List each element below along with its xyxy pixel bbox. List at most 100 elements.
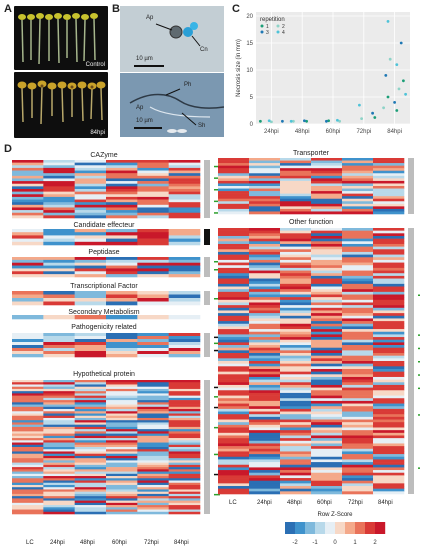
heatmap-cell xyxy=(137,348,169,352)
heatmap-cell xyxy=(137,404,169,408)
heatmap-cell xyxy=(137,400,169,403)
heatmap-cell xyxy=(12,291,44,295)
heatmap-cell xyxy=(43,406,75,410)
heatmap-cell xyxy=(106,291,138,295)
microscopy-top-drawing xyxy=(120,6,224,72)
heatmap-cell xyxy=(12,444,44,448)
heatmap-cell xyxy=(218,326,250,330)
annotation-mark xyxy=(214,177,220,179)
heatmap-cell xyxy=(137,178,169,182)
heatmap-cell xyxy=(218,313,250,317)
heatmap-cell xyxy=(137,199,169,203)
heatmap-cell xyxy=(218,251,250,255)
heatmap-cell xyxy=(12,294,44,299)
heatmap-cell xyxy=(74,458,107,461)
heatmap-cell xyxy=(43,173,75,177)
heatmap-cell xyxy=(106,438,138,441)
heatmap-cell xyxy=(137,186,169,190)
heatmap-cell xyxy=(168,210,201,214)
heatmap-cell xyxy=(137,482,169,486)
heatmap-cell xyxy=(106,259,138,264)
heatmap-cell xyxy=(137,451,169,454)
heatmap-cell xyxy=(311,278,343,282)
heatmap-cell xyxy=(249,440,281,444)
heatmap-cell xyxy=(137,424,169,428)
heatmap-cell xyxy=(249,414,281,418)
tf-sidebar xyxy=(204,291,210,305)
heatmap-cell xyxy=(12,186,44,190)
heatmap-cell xyxy=(249,178,281,182)
heatmap-cell xyxy=(137,345,169,349)
heatmap-cell xyxy=(373,400,405,404)
heatmap-cell xyxy=(280,472,312,476)
annotation-mark xyxy=(214,396,220,398)
heatmap-cell xyxy=(43,257,75,261)
heatmap-cell xyxy=(249,297,281,301)
heatmap-cell xyxy=(12,424,44,428)
heatmap-cell xyxy=(168,268,201,272)
heatmap-cell xyxy=(249,374,281,378)
heatmap-cell xyxy=(106,257,138,261)
heatmap-cell xyxy=(280,390,312,394)
legend-color-cell xyxy=(345,522,356,534)
heatmap-cell xyxy=(373,353,405,356)
heatmap-cell xyxy=(12,415,44,419)
x-tick-label: 48hpi xyxy=(295,129,310,135)
heatmap-cell xyxy=(43,453,75,457)
heatmap-cell xyxy=(280,432,312,436)
heatmap-cell xyxy=(249,430,281,434)
heatmap-cell xyxy=(342,350,374,354)
heatmap-cell xyxy=(43,204,75,208)
heatmap-cell xyxy=(106,422,138,425)
heatmap-cell xyxy=(168,348,201,352)
heatmap-cell xyxy=(168,207,201,211)
heatmap-cell xyxy=(249,160,281,164)
heatmap-cell xyxy=(311,376,343,380)
heatmap-cell xyxy=(218,361,250,364)
heatmap-cell xyxy=(43,238,75,243)
heatmap-cell xyxy=(218,283,250,287)
heatmap-cell xyxy=(249,339,281,343)
heatmap-cell xyxy=(12,435,44,439)
heatmap-cell xyxy=(249,175,281,179)
heatmap-cell xyxy=(311,430,343,434)
heatmap-cell xyxy=(168,339,201,343)
heatmap-cell xyxy=(106,415,138,419)
heatmap-cell xyxy=(311,408,343,412)
heatmap-cell xyxy=(137,173,169,177)
heatmap-cell xyxy=(12,268,44,272)
heatmap-cell xyxy=(342,353,374,356)
heatmap-cell xyxy=(373,193,405,197)
heatmap-cell xyxy=(74,212,107,216)
heatmap-cell xyxy=(106,186,138,190)
heatmap-cell xyxy=(74,500,107,504)
heatmap-cell xyxy=(43,478,75,481)
heatmap-cell xyxy=(137,241,169,246)
heatmap-cell xyxy=(249,379,281,383)
heatmap-cell xyxy=(218,472,250,476)
heatmap-cell xyxy=(249,408,281,412)
heatmap-cell xyxy=(311,435,343,439)
heatmap-cell xyxy=(137,438,169,441)
heatmap-cell xyxy=(311,384,343,388)
heatmap-cell xyxy=(311,462,343,466)
heatmap-cell xyxy=(137,429,169,432)
heatmap-cell xyxy=(168,196,201,200)
heatmap-cell xyxy=(280,408,312,412)
heatmap-cell xyxy=(249,158,281,161)
heatmap-cell xyxy=(106,411,138,414)
legend-item-label: 2 xyxy=(282,24,285,30)
heatmap-cell xyxy=(74,210,107,214)
heatmap-cell xyxy=(43,431,75,434)
heatmap-cell xyxy=(311,361,343,364)
heatmap-cell xyxy=(280,422,312,426)
col-label-72hpi-right: 72hpi xyxy=(348,500,363,506)
heatmap-cell xyxy=(311,355,343,359)
data-point xyxy=(384,74,388,77)
heatmap-cell xyxy=(249,392,281,396)
heatmap-cell xyxy=(74,507,107,510)
heatmap-cell xyxy=(373,198,405,202)
heatmap-cell xyxy=(106,429,138,432)
heatmap-cell xyxy=(106,464,138,468)
heatmap-cell xyxy=(106,202,138,206)
